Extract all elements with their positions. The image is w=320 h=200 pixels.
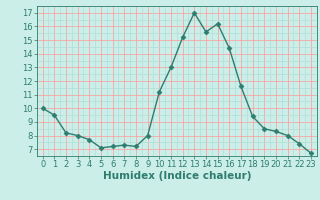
X-axis label: Humidex (Indice chaleur): Humidex (Indice chaleur) xyxy=(102,171,251,181)
